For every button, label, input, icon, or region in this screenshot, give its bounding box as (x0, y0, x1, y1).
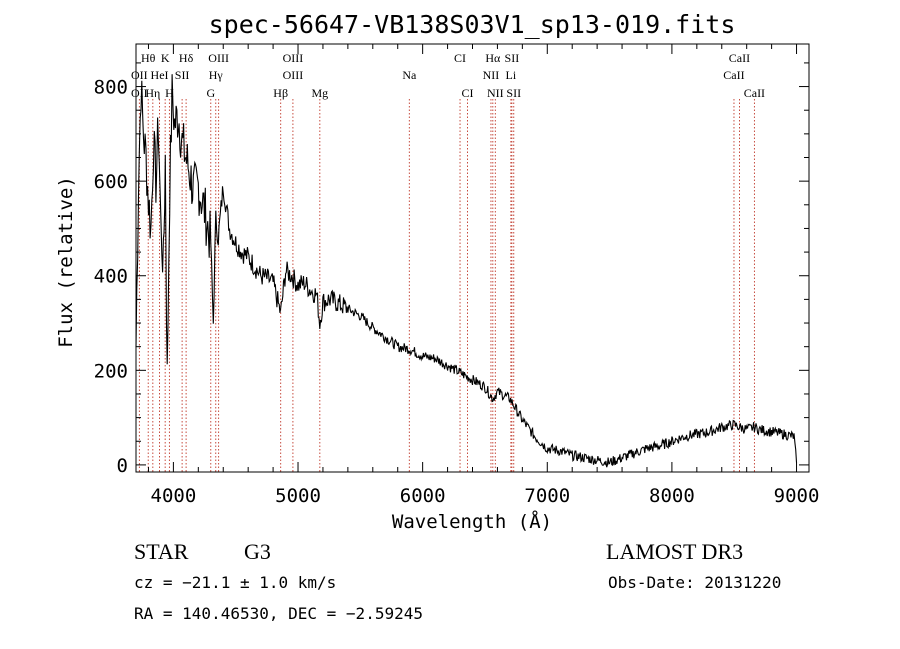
spectral-line-label: Hδ (179, 51, 194, 65)
spectral-line-label: Na (402, 68, 417, 82)
x-tick-label: 7000 (524, 485, 570, 507)
spectral-line-label: SII (506, 86, 521, 100)
spectrum-info: STAR G3 LAMOST DR3 cz = −21.1 ± 1.0 km/s… (134, 539, 781, 623)
spectral-line-label: CI (454, 51, 466, 65)
x-tick-label: 5000 (275, 485, 321, 507)
x-tick-label: 4000 (151, 485, 197, 507)
plot-frame (135, 43, 810, 473)
y-tick-label: 0 (117, 455, 128, 477)
spectral-line-label: NII (487, 86, 504, 100)
spectral-line-label: Li (506, 68, 517, 82)
flux-series-line (135, 74, 798, 468)
x-axis-label: Wavelength (Å) (392, 510, 552, 533)
object-subclass: G3 (244, 539, 271, 564)
y-tick-label: 200 (94, 360, 128, 382)
spectral-line-label: NII (483, 68, 500, 82)
x-tick-label: 6000 (400, 485, 446, 507)
spectral-line-label: OII (131, 68, 148, 82)
spectral-line-label: Hα (485, 51, 501, 65)
spectral-line-label: SII (175, 68, 190, 82)
spectral-line-label: HeI (151, 68, 169, 82)
spectral-line-label: OIII (283, 68, 304, 82)
spectral-line-markers: Hθ K Hδ OIII OIII CI Hα SII CaII OII HeI SII Hγ OIII N… (131, 51, 765, 472)
observation-date: Obs-Date: 20131220 (608, 573, 781, 592)
spectral-line-label: OII (131, 86, 148, 100)
y-axis-ticks: 0 200 400 600 800 (94, 62, 809, 477)
y-tick-label: 600 (94, 171, 128, 193)
redshift-velocity: cz = −21.1 ± 1.0 km/s (134, 573, 336, 592)
spectral-line-label: K (161, 51, 170, 65)
spectral-line-label: Hγ (209, 68, 224, 82)
x-axis-ticks: 4000 5000 6000 7000 8000 9000 (147, 44, 820, 507)
spectral-line-label: CaII (723, 68, 744, 82)
object-class: STAR (134, 539, 189, 564)
x-tick-label: 9000 (774, 485, 820, 507)
spectral-line-label: Hθ (141, 51, 156, 65)
spectral-line-label: Mg (311, 86, 328, 100)
survey-name: LAMOST DR3 (606, 539, 743, 564)
spectral-line-label: OIII (283, 51, 304, 65)
spectral-line-label: SII (505, 51, 520, 65)
y-axis-label: Flux (relative) (55, 176, 77, 348)
chart-title: spec-56647-VB138S03V1_sp13-019.fits (209, 10, 736, 39)
y-tick-label: 400 (94, 266, 128, 288)
spectral-line-label: Hβ (273, 86, 288, 100)
x-tick-label: 8000 (649, 485, 695, 507)
spectral-line-label: G (206, 86, 215, 100)
spectral-line-label: OIII (208, 51, 229, 65)
spectral-line-label: CaII (744, 86, 765, 100)
y-tick-label: 800 (94, 77, 128, 99)
spectral-line-label: CI (462, 86, 474, 100)
spectral-line-label: Hη (145, 86, 160, 100)
coordinates: RA = 140.46530, DEC = −2.59245 (134, 604, 423, 623)
spectral-line-label: CaII (729, 51, 750, 65)
plot-area: Hθ K Hδ OIII OIII CI Hα SII CaII OII HeI SII Hγ OIII N… (94, 43, 820, 507)
spectral-line-label: H (165, 86, 174, 100)
